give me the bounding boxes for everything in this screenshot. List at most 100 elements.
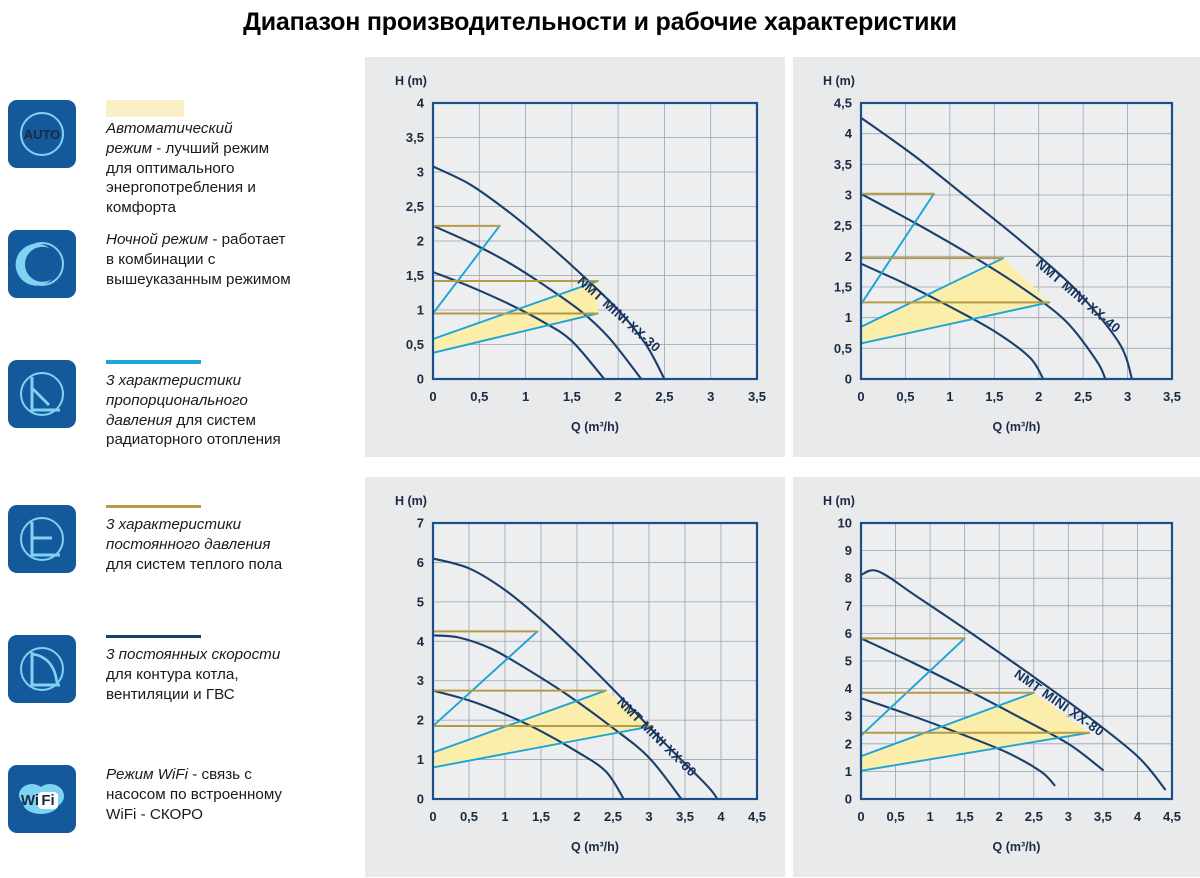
x-axis-label: Q (m³/h) — [571, 840, 619, 854]
y-tick-label: 0 — [845, 372, 852, 387]
series-max-speed — [431, 557, 719, 801]
y-tick-label: 2 — [417, 713, 424, 728]
x-tick-label: 0 — [429, 809, 436, 824]
x-tick-label: 2,5 — [1025, 809, 1043, 824]
feature-line-suffix: - лучший режим — [152, 139, 270, 157]
y-tick-label: 1 — [845, 764, 852, 779]
feature-line: вентиляции и ГВС — [106, 685, 356, 705]
y-tick-label: 2 — [845, 736, 852, 751]
feature-line: насосом по встроенному — [106, 785, 356, 805]
x-tick-label: 1,5 — [956, 809, 974, 824]
x-tick-label: 1 — [501, 809, 508, 824]
feature-line-suffix: - связь с — [188, 766, 252, 783]
x-tick-label: 1 — [926, 809, 933, 824]
feature-description: 3 характеристики постоянного давления для … — [106, 515, 356, 574]
y-tick-label: 1 — [417, 303, 424, 318]
x-tick-label: 0 — [857, 389, 864, 404]
feature-description: 3 постоянных скорости для контура котла, в… — [106, 645, 356, 704]
x-tick-label: 4 — [717, 809, 725, 824]
feature-text-block: Автоматический режим - лучший режим для оп… — [106, 100, 356, 218]
feature-line: Автоматический — [106, 119, 356, 139]
x-tick-label: 1,5 — [532, 809, 550, 824]
feature-line-suffix: - работает — [208, 231, 286, 248]
wifi-cloud-icon: Wi Fi — [19, 784, 64, 814]
feature-line: пропорционального — [106, 391, 356, 411]
y-axis-label: H (m) — [395, 494, 427, 508]
series-min-speed — [431, 689, 625, 801]
series-prop-pressure-mid — [860, 257, 1005, 328]
series-max-speed — [859, 569, 1167, 791]
y-tick-label: 8 — [845, 571, 852, 586]
feature-rule-cyan — [106, 360, 201, 364]
operating-region — [861, 258, 1050, 344]
feature-line: для контура котла, — [106, 665, 356, 685]
feature-text-block: Ночной режим - работает в комбинации с выш… — [106, 230, 356, 289]
y-tick-label: 3,5 — [834, 157, 852, 172]
feature-line-text: вентиляции и ГВС — [106, 685, 235, 703]
series-mid-speed — [431, 634, 683, 801]
feature-line: энергопотребления и — [106, 178, 356, 198]
proportional-pressure-curve-icon — [20, 372, 64, 416]
feature-line: комфорта — [106, 198, 356, 218]
feature-line: постоянного давления — [106, 535, 356, 555]
feature-line-text: в комбинации с — [106, 250, 216, 268]
x-tick-label: 2 — [615, 389, 622, 404]
x-tick-label: 3 — [645, 809, 652, 824]
constant-pressure-curve-icon — [20, 517, 64, 561]
y-tick-label: 3 — [417, 165, 424, 180]
plot-frame — [431, 521, 759, 801]
y-tick-label: 10 — [838, 516, 852, 531]
feature-line-text: насосом по встроенному — [106, 785, 283, 803]
y-tick-label: 6 — [417, 555, 424, 570]
x-tick-label: 0 — [857, 809, 864, 824]
feature-rule-navy — [106, 635, 201, 638]
proportional-pressure-curve-icon-tile — [8, 360, 76, 428]
series-prop-pressure-max — [860, 637, 966, 737]
auto-circle-icon: AUTO — [20, 112, 64, 156]
feature-line-text: 3 постоянных скорости — [106, 646, 281, 663]
plot-frame — [431, 101, 759, 381]
y-tick-label: 4 — [845, 126, 853, 141]
chart-panel-xx40: 0 0,5 1 1,5 2 2,5 3 3,5 4 4,5 0 0,5 1 1,5 2 2,5 3 3,5 H (m… — [793, 57, 1200, 457]
wifi-cloud-icon-tile: Wi Fi — [8, 765, 76, 833]
x-tick-label: 2,5 — [604, 809, 622, 824]
svg-text:Wi: Wi — [21, 792, 39, 809]
feature-line: в комбинации с — [106, 250, 356, 270]
x-tick-label: 3,5 — [1094, 809, 1112, 824]
chart-panel-xx30: 0 0,5 1 1,5 2 2,5 3 3,5 4 0 0,5 1 1,5 2 2,5 3 3,5 H (m) Q … — [365, 57, 785, 457]
feature-line-text: пропорционального — [106, 391, 248, 409]
y-tick-label: 9 — [845, 543, 852, 558]
x-axis-label: Q (m³/h) — [571, 420, 619, 434]
feature-line: вышеуказанным режимом — [106, 270, 356, 290]
operating-region — [433, 281, 598, 353]
series-prop-pressure-min — [860, 301, 1051, 345]
feature-line-text: 3 характеристики — [106, 516, 242, 533]
x-tick-label: 0,5 — [887, 809, 905, 824]
feature-line-text: 3 характеристики — [106, 372, 242, 389]
feature-rule-yellow — [106, 100, 184, 117]
y-tick-label: 0 — [845, 792, 852, 807]
feature-line: радиаторного отопления — [106, 430, 356, 450]
y-tick-label: 0,5 — [834, 341, 852, 356]
y-axis-label: H (m) — [823, 74, 855, 88]
x-tick-label: 3,5 — [1163, 389, 1181, 404]
y-tick-label: 1 — [417, 752, 424, 767]
feature-line-text: постоянного давления — [106, 535, 271, 553]
feature-description: Ночной режим - работает в комбинации с выш… — [106, 230, 356, 289]
feature-line-text: радиаторного отопления — [106, 431, 281, 449]
feature-line-text: для контура котла, — [106, 665, 239, 683]
feature-description: 3 характеристики пропорционального давлени… — [106, 371, 356, 450]
x-axis-label: Q (m³/h) — [993, 420, 1041, 434]
feature-line: Ночной режим - работает — [106, 230, 356, 250]
y-tick-label: 1,5 — [834, 280, 852, 295]
feature-line: Режим WiFi - связь с — [106, 765, 356, 785]
series-prop-pressure-mid — [432, 280, 599, 340]
x-tick-label: 1,5 — [563, 389, 581, 404]
x-tick-label: 2,5 — [1074, 389, 1092, 404]
page-title: Диапазон производительности и рабочие ха… — [243, 8, 957, 36]
x-tick-label: 3 — [1065, 809, 1072, 824]
x-tick-label: 4 — [1134, 809, 1142, 824]
x-tick-label: 0,5 — [460, 809, 478, 824]
feature-text-block: 3 характеристики пропорционального давлени… — [106, 360, 356, 450]
feature-line: 3 постоянных скорости — [106, 645, 356, 665]
